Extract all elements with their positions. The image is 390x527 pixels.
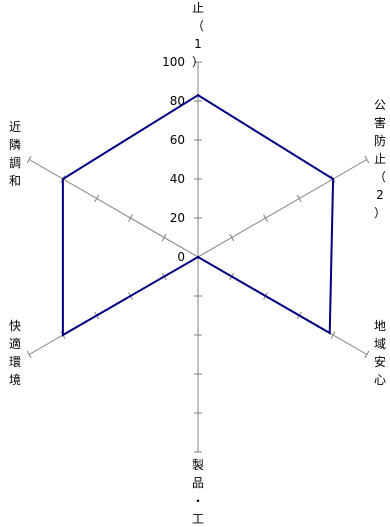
axis-label-2: 公害防止（ 2）: [374, 98, 386, 220]
axis-tick-5-5: [26, 350, 32, 359]
scale-tick-label: 0: [177, 250, 185, 264]
axis-label-6: 近隣調和: [9, 120, 21, 188]
scale-tick-label: 20: [170, 211, 185, 225]
data-point-3: [328, 332, 331, 335]
data-point-2: [332, 178, 335, 180]
axis-label-3: 地域安心: [374, 319, 386, 387]
radar-scale: 0 20 40 60 80 100: [162, 55, 185, 264]
scale-tick-label: 40: [170, 172, 185, 186]
axis-tick-3-4: [330, 331, 336, 339]
scale-tick-label: 100: [162, 55, 185, 69]
axis-tick-6-1: [161, 233, 167, 242]
axis-tick-2-2: [263, 214, 268, 222]
data-point-6: [61, 178, 64, 180]
axis-tick-6-3: [94, 194, 100, 203]
axis-line-6: [28, 159, 199, 258]
axis-tick-2-5: [364, 155, 370, 164]
axis-label-4: 製品・工: [192, 458, 204, 526]
radar-series: [61, 93, 335, 337]
data-point-5: [61, 334, 64, 336]
scale-tick-label: 80: [170, 94, 185, 108]
axis-line-2: [197, 159, 368, 258]
axis-tick-6-5: [26, 155, 32, 164]
scale-tick-label: 60: [170, 133, 185, 147]
axis-label-1: 止（ 1）: [192, 1, 204, 69]
data-point-4: [197, 256, 199, 258]
axis-tick-3-5: [364, 350, 370, 359]
data-point-1: [197, 94, 199, 97]
axis-tick-2-1: [229, 233, 235, 242]
axis-label-5: 快適環境: [9, 319, 21, 387]
axis-tick-2-3: [296, 194, 302, 203]
axis-tick-6-2: [128, 214, 133, 222]
